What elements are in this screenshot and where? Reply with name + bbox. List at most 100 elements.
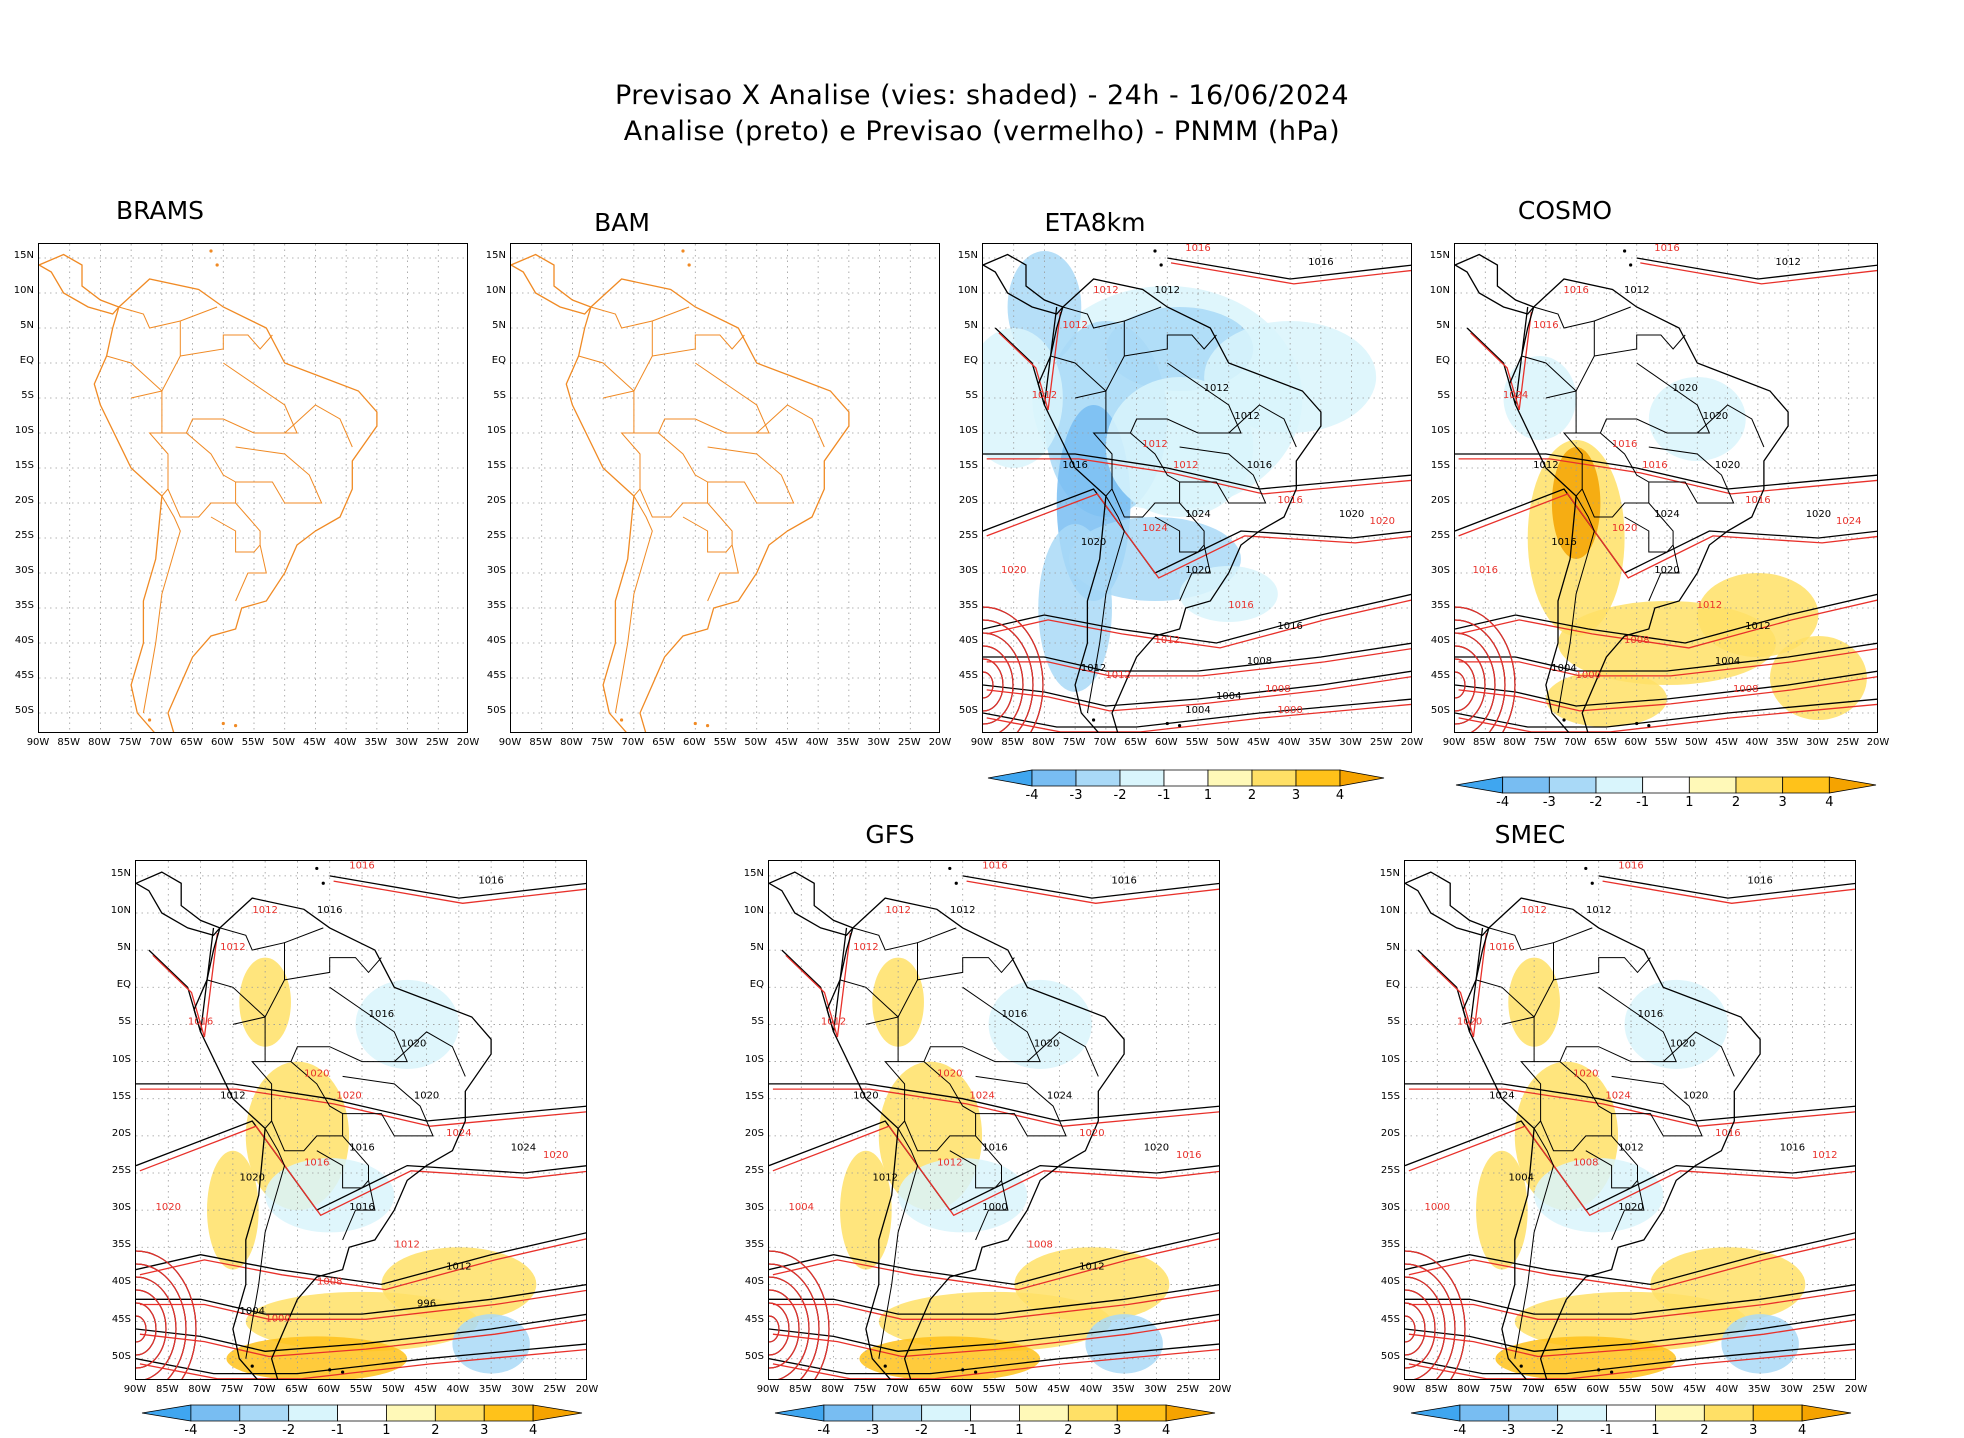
isobar-label: 1016 — [349, 861, 374, 871]
colorbar-label: -2 — [915, 1423, 929, 1438]
lat-label: 5S — [1437, 390, 1450, 401]
isobar-label: 1008 — [1573, 1158, 1598, 1169]
lat-label: 10S — [958, 425, 978, 436]
colorbar-segment — [1595, 776, 1644, 794]
lat-label: 10N — [485, 285, 506, 296]
colorbar-label: 2 — [1247, 788, 1257, 803]
isobar-label: 1016 — [349, 1143, 374, 1154]
lon-label: 30W — [1780, 1384, 1803, 1395]
lat-label: 25S — [958, 530, 978, 541]
isobar-label: 1016 — [1745, 495, 1770, 506]
isobar-label: 1016 — [304, 1158, 329, 1169]
colorbar-segment — [1508, 1404, 1559, 1422]
lon-label: 75W — [1062, 737, 1086, 748]
isobar-label: 1012 — [873, 1172, 898, 1183]
lon-label: 75W — [1489, 1384, 1513, 1395]
lon-label: 40W — [1277, 737, 1301, 748]
map-panel-gfs: 1016 1016 1012 1012 1012 1016 1012 1020 1020 1020… — [768, 860, 1220, 1380]
lon-label: 75W — [853, 1384, 877, 1395]
bias-shading — [983, 251, 1377, 692]
lat-label: 35S — [958, 600, 978, 611]
lon-label: 50W — [1216, 737, 1240, 748]
isobar-label: 1012 — [1624, 285, 1649, 296]
lon-label: 35W — [1308, 737, 1332, 748]
lat-label: 35S — [14, 600, 34, 611]
colorbar-segment — [1801, 1404, 1852, 1422]
lat-label: 20S — [1430, 495, 1450, 506]
map-panel-cosmo: 1016 1012 1016 1012 1016 1020 1024 1020 1016 1012… — [1454, 243, 1878, 733]
lon-label: 70W — [1563, 737, 1587, 748]
isobar-label: 1020 — [1001, 565, 1026, 576]
lat-label: 25S — [14, 530, 34, 541]
colorbar-label: 4 — [1825, 795, 1834, 810]
colorbar-segment — [1557, 1404, 1607, 1422]
isobar-label: 1016 — [1780, 1143, 1805, 1154]
lon-label: 40W — [333, 737, 357, 748]
lon-label: 40W — [1715, 1384, 1739, 1395]
lat-label: 30S — [111, 1202, 131, 1214]
isobar-label: 1012 — [1093, 285, 1118, 296]
lon-label: 25W — [543, 1384, 567, 1395]
colorbar-segment — [1752, 1404, 1803, 1422]
isobar-label: 1024 — [1047, 1091, 1072, 1102]
isobar-label: 1016 — [1618, 861, 1643, 871]
lat-label: 15S — [958, 460, 978, 471]
lon-label: 60W — [317, 1384, 341, 1395]
colorbar-segment — [1410, 1404, 1461, 1422]
lon-label: 70W — [621, 737, 645, 748]
panel-title-cosmo: COSMO — [1517, 196, 1613, 225]
lon-label: 45W — [303, 737, 326, 748]
lon-label: 20W — [575, 1384, 599, 1395]
isobar-label: 1004 — [1216, 691, 1241, 702]
lat-label: 40S — [958, 635, 978, 646]
colorbar-segment — [970, 1404, 1020, 1422]
colorbar-segment — [1295, 769, 1341, 787]
isobar-label: 1012 — [1173, 460, 1198, 471]
colorbar-segment — [1165, 1404, 1216, 1422]
lon-label: 20W — [1844, 1384, 1868, 1395]
lon-label: 70W — [252, 1384, 276, 1395]
isobar-label: 1016 — [1473, 565, 1498, 576]
coastlines — [1455, 249, 1789, 732]
lat-label: 30S — [14, 565, 34, 576]
lat-label: 10S — [111, 1053, 131, 1065]
lon-label: 80W — [560, 737, 583, 748]
lat-label: 40S — [1380, 1276, 1400, 1288]
colorbar-segment — [1031, 769, 1077, 787]
colorbar-label: 3 — [1113, 1423, 1122, 1438]
lat-label: 45S — [958, 670, 978, 681]
lon-label: 80W — [1032, 737, 1055, 748]
isobar-label: 1012 — [1062, 320, 1087, 331]
isobar-label: 1020 — [240, 1172, 265, 1183]
lon-label: 30W — [1339, 737, 1362, 748]
isobar-label: 1024 — [1503, 390, 1528, 401]
lon-label: 30W — [867, 737, 890, 748]
isobar-label: 1016 — [188, 1016, 213, 1027]
colorbar-label: 3 — [480, 1423, 489, 1438]
lon-label: 25W — [1836, 737, 1860, 748]
lat-label: 40S — [1430, 635, 1450, 646]
isobar-label: 1004 — [1509, 1172, 1534, 1183]
colorbar-segment — [1642, 776, 1690, 794]
isobar-label: 1012 — [220, 1091, 245, 1102]
colorbar-label: 2 — [431, 1423, 440, 1438]
lon-label: 30W — [395, 737, 418, 748]
lon-label: 80W — [88, 737, 111, 748]
lon-label: 75W — [118, 737, 142, 748]
colorbar-segment — [532, 1404, 583, 1422]
coastlines — [1405, 866, 1761, 1379]
isobar-label: 1000 — [1277, 705, 1302, 716]
colorbar-eta — [987, 769, 1385, 787]
map-panel-smec: 1016 1016 1012 1012 1016 1016 1020 1020 1020 1024… — [1404, 860, 1856, 1380]
colorbar-label: -2 — [282, 1423, 296, 1438]
isobar-label: 1016 — [369, 1009, 394, 1020]
colorbar-segment — [1606, 1404, 1656, 1422]
lat-label: 40S — [14, 635, 34, 646]
lon-label: 30W — [1806, 737, 1829, 748]
colorbar-label: -1 — [964, 1423, 978, 1438]
isobar-label: 1012 — [950, 905, 975, 916]
isobar-label: 1016 — [1277, 495, 1302, 506]
lon-label: 45W — [1047, 1384, 1070, 1395]
figure-title: Previsao X Analise (vies: shaded) - 24h … — [0, 78, 1964, 150]
lon-label: 55W — [241, 737, 265, 748]
